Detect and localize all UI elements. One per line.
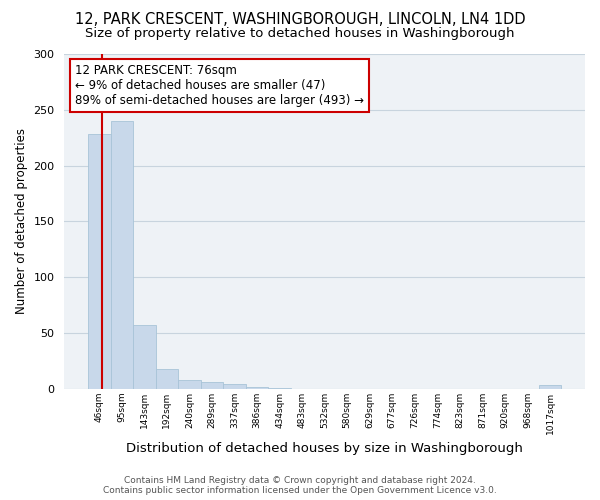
Bar: [88, 134, 110, 389]
X-axis label: Distribution of detached houses by size in Washingborough: Distribution of detached houses by size …: [126, 442, 523, 455]
Y-axis label: Number of detached properties: Number of detached properties: [15, 128, 28, 314]
Bar: [133, 325, 155, 389]
Bar: [246, 386, 268, 389]
Bar: [178, 380, 201, 389]
Text: Size of property relative to detached houses in Washingborough: Size of property relative to detached ho…: [85, 28, 515, 40]
Bar: [539, 386, 562, 389]
Text: 12, PARK CRESCENT, WASHINGBOROUGH, LINCOLN, LN4 1DD: 12, PARK CRESCENT, WASHINGBOROUGH, LINCO…: [74, 12, 526, 28]
Bar: [201, 382, 223, 389]
Bar: [155, 368, 178, 389]
Text: 12 PARK CRESCENT: 76sqm
← 9% of detached houses are smaller (47)
89% of semi-det: 12 PARK CRESCENT: 76sqm ← 9% of detached…: [75, 64, 364, 107]
Bar: [110, 121, 133, 389]
Text: Contains HM Land Registry data © Crown copyright and database right 2024.
Contai: Contains HM Land Registry data © Crown c…: [103, 476, 497, 495]
Bar: [268, 388, 291, 389]
Bar: [223, 384, 246, 389]
